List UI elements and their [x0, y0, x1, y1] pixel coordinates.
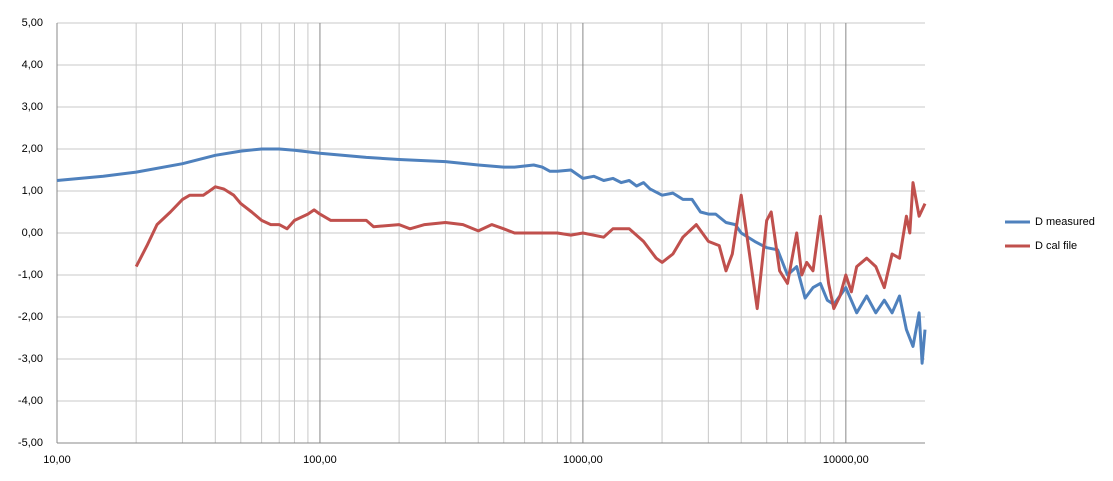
y-tick-label: 2,00: [22, 143, 43, 155]
x-tick-label: 1000,00: [563, 454, 603, 466]
y-tick-label: 4,00: [22, 59, 43, 71]
line-series: [56, 147, 927, 365]
legend-label: D cal file: [1035, 240, 1077, 252]
y-tick-label: 5,00: [22, 17, 43, 29]
x-tick-label: 10,00: [43, 454, 71, 466]
y-tick-label: 0,00: [22, 227, 43, 239]
legend-label: D measured: [1035, 216, 1095, 228]
x-tick-label: 10000,00: [823, 454, 869, 466]
y-tick-label: 1,00: [22, 185, 43, 197]
y-tick-label: -2,00: [18, 311, 43, 323]
x-tick-label: 100,00: [303, 454, 337, 466]
line-series: [134, 181, 927, 311]
y-tick-label: -3,00: [18, 353, 43, 365]
y-tick-label: -1,00: [18, 269, 43, 281]
y-tick-label: 3,00: [22, 101, 43, 113]
y-tick-label: -4,00: [18, 395, 43, 407]
y-tick-label: -5,00: [18, 437, 43, 449]
